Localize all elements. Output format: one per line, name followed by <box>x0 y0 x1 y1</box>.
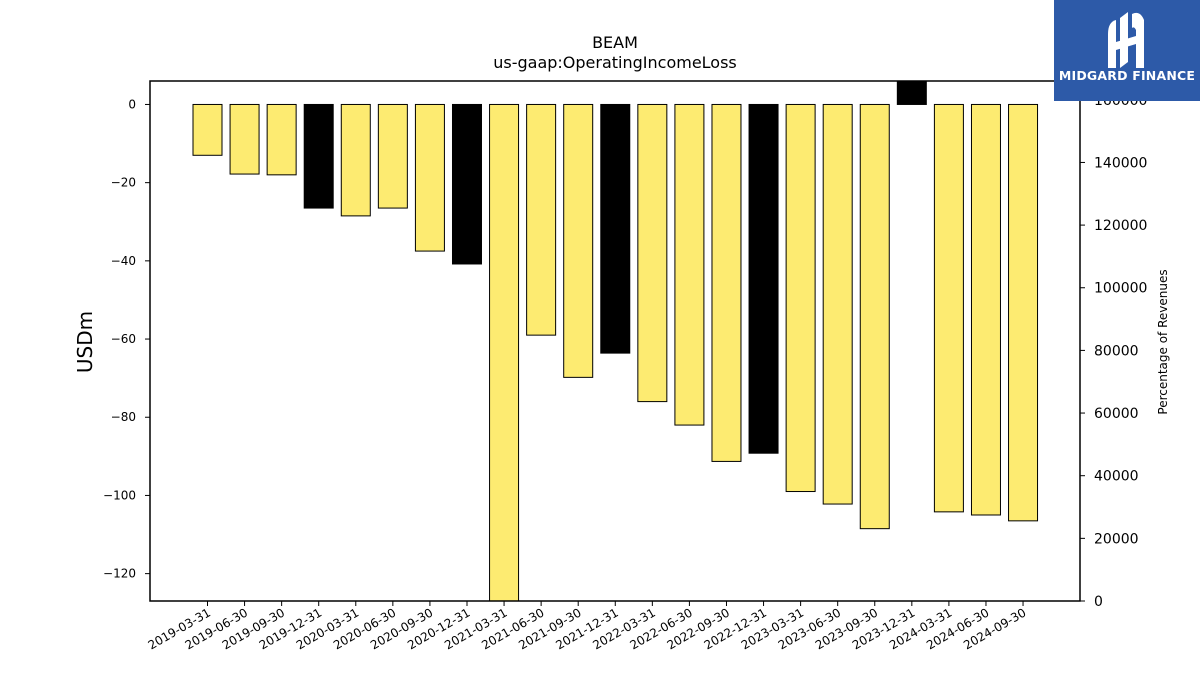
bar-2021-09-30 <box>563 103 594 378</box>
y-right-tick-label: 100000 <box>1094 281 1147 297</box>
bar-2020-03-31 <box>340 103 371 217</box>
y-tick-label: 0 <box>128 97 136 111</box>
y-tick-label: −40 <box>111 254 136 268</box>
y-tick-label: −60 <box>111 332 136 346</box>
chart-subtitle: us-gaap:OperatingIncomeLoss <box>493 53 737 72</box>
plot-frame <box>149 80 1081 602</box>
bar-2020-12-31 <box>451 103 482 265</box>
bar-2019-03-31 <box>192 103 223 156</box>
bar-2020-06-30 <box>377 103 408 209</box>
bar-2023-06-30 <box>822 103 853 505</box>
y-right-tick-label: 0 <box>1094 594 1103 610</box>
bar-2022-09-30 <box>711 103 742 462</box>
y-tick-label: −120 <box>103 567 136 581</box>
bar-2024-09-30 <box>1008 103 1039 522</box>
bar-2023-09-30 <box>859 103 890 530</box>
logo-text: MIDGARD FINANCE <box>1058 68 1196 83</box>
bar-2019-12-31 <box>303 103 334 209</box>
y-right-tick-label: 60000 <box>1094 406 1139 422</box>
midgard-finance-logo: MIDGARD FINANCE <box>1054 0 1200 101</box>
bar-2024-03-31 <box>933 103 964 513</box>
y-axis-label: USDm <box>73 311 97 373</box>
bar-2022-06-30 <box>674 103 705 426</box>
chart-title: BEAM <box>592 33 638 52</box>
y-right-tick-label: 80000 <box>1094 343 1139 359</box>
y-right-tick-label: 140000 <box>1094 155 1147 171</box>
bar-2019-09-30 <box>266 103 297 176</box>
bar-2022-03-31 <box>637 103 668 403</box>
bar-2019-06-30 <box>229 103 260 175</box>
y-right-tick-label: 40000 <box>1094 469 1139 485</box>
bar-2021-06-30 <box>526 103 557 336</box>
bar-2023-03-31 <box>785 103 816 493</box>
bar-2021-03-31 <box>489 103 520 602</box>
bar-2022-12-31 <box>748 103 779 454</box>
y-right-tick-label: 20000 <box>1094 531 1139 547</box>
midgard-logo-icon <box>1108 12 1144 68</box>
bars-layer <box>192 80 1039 602</box>
y-tick-label: −100 <box>103 488 136 502</box>
y-tick-label: −80 <box>111 410 136 424</box>
y-axis-label-right: Percentage of Revenues <box>1156 269 1170 414</box>
y-right-tick-label: 120000 <box>1094 218 1147 234</box>
bar-2020-09-30 <box>414 103 445 252</box>
bar-2021-12-31 <box>600 103 631 354</box>
y-tick-label: −20 <box>111 176 136 190</box>
bar-2023-12-31 <box>896 80 927 105</box>
bar-2024-06-30 <box>970 103 1001 516</box>
